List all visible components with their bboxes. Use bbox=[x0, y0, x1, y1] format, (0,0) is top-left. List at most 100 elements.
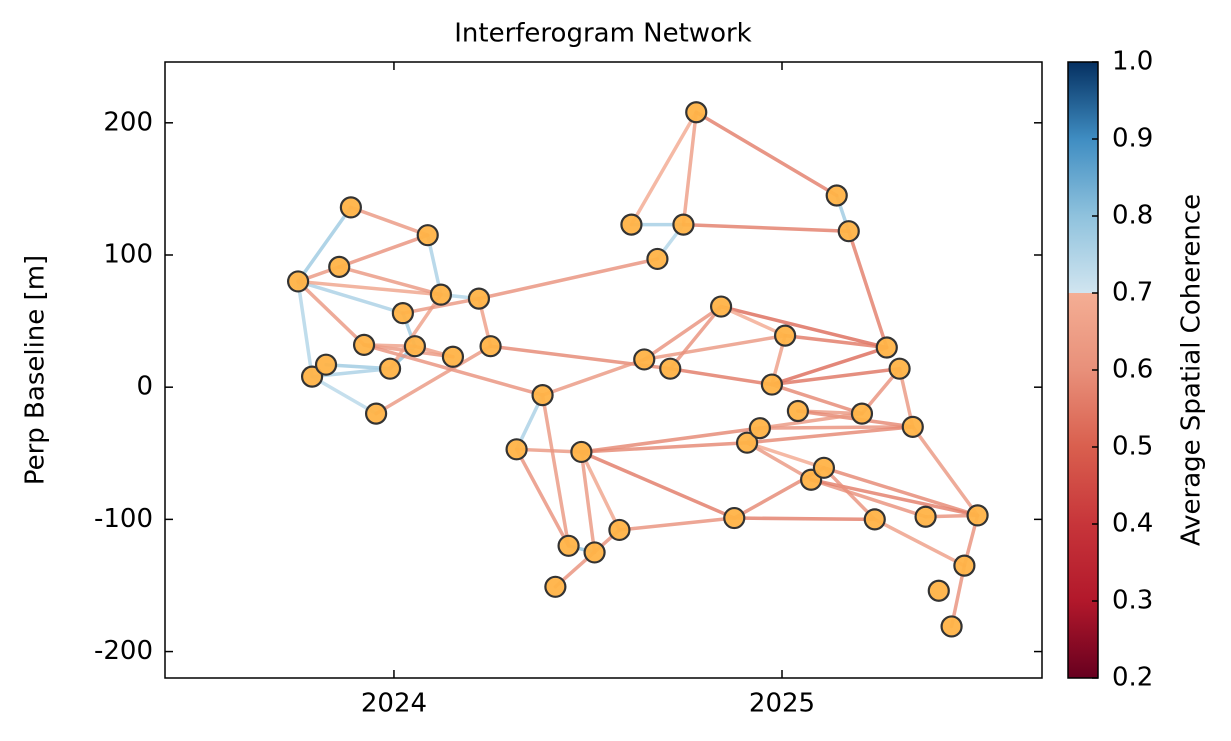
node bbox=[583, 541, 606, 564]
edge bbox=[770, 345, 889, 387]
edge bbox=[719, 304, 787, 338]
edge bbox=[374, 344, 493, 416]
edge bbox=[514, 447, 571, 548]
edge bbox=[758, 425, 915, 430]
edge bbox=[719, 304, 889, 350]
node bbox=[429, 283, 453, 306]
edge bbox=[349, 205, 430, 237]
edge bbox=[642, 333, 787, 362]
edge bbox=[745, 425, 915, 445]
node bbox=[365, 402, 388, 425]
edge bbox=[745, 440, 826, 470]
edge bbox=[540, 357, 646, 397]
node bbox=[786, 399, 810, 423]
node bbox=[812, 456, 836, 479]
edge bbox=[579, 450, 597, 555]
colorbar-tick-label: 0.7 bbox=[1112, 278, 1153, 308]
edge bbox=[310, 374, 378, 416]
node bbox=[659, 357, 682, 380]
node bbox=[328, 255, 351, 278]
colorbar-tick-label: 0.4 bbox=[1112, 509, 1153, 539]
node bbox=[863, 508, 886, 531]
edge bbox=[668, 304, 723, 371]
node bbox=[403, 335, 427, 358]
edge bbox=[846, 229, 889, 350]
colorbar-tick-label: 0.2 bbox=[1112, 663, 1153, 693]
edge bbox=[540, 393, 571, 548]
node bbox=[339, 196, 362, 219]
node bbox=[953, 554, 976, 577]
colorbar-tick-label: 0.3 bbox=[1112, 586, 1153, 616]
edge bbox=[872, 517, 967, 568]
plot-frame bbox=[164, 61, 1043, 679]
chart-title: Interferogram Network bbox=[454, 19, 751, 49]
node bbox=[352, 333, 376, 356]
node bbox=[774, 324, 797, 347]
edge bbox=[745, 440, 813, 482]
y-tick-label: 100 bbox=[103, 239, 153, 269]
node bbox=[608, 518, 631, 542]
node bbox=[850, 402, 874, 425]
y-tick-label: 0 bbox=[136, 372, 153, 402]
node bbox=[620, 213, 643, 236]
edge bbox=[642, 304, 723, 362]
node bbox=[901, 415, 924, 438]
edge bbox=[758, 411, 864, 430]
node bbox=[416, 224, 439, 247]
edge bbox=[401, 296, 481, 315]
edge bbox=[337, 233, 430, 269]
edge bbox=[668, 366, 774, 387]
edge bbox=[579, 450, 737, 520]
node bbox=[735, 431, 759, 454]
edge bbox=[694, 110, 839, 198]
node bbox=[914, 505, 937, 528]
colorbar-tick-label: 1.0 bbox=[1112, 47, 1153, 77]
y-tick-label: -100 bbox=[94, 504, 153, 534]
x-tick-label: 2025 bbox=[749, 689, 815, 719]
edge bbox=[296, 279, 405, 315]
edge bbox=[629, 110, 698, 227]
y-tick-label: 200 bbox=[103, 107, 153, 137]
edge bbox=[822, 466, 877, 522]
x-tick-label: 2024 bbox=[361, 689, 427, 719]
node bbox=[672, 213, 695, 236]
edge bbox=[617, 516, 737, 532]
node bbox=[378, 357, 402, 380]
colorbar-label: Average Spatial Coherence bbox=[1177, 194, 1207, 546]
node bbox=[825, 184, 848, 207]
node bbox=[875, 336, 898, 359]
edge bbox=[296, 205, 353, 284]
node bbox=[467, 287, 491, 310]
edge bbox=[783, 333, 889, 350]
node bbox=[966, 504, 989, 527]
node bbox=[300, 365, 324, 388]
edge bbox=[809, 477, 980, 518]
edge bbox=[296, 279, 366, 347]
node bbox=[685, 101, 708, 124]
node bbox=[391, 302, 414, 325]
edge bbox=[477, 257, 660, 301]
node bbox=[837, 220, 860, 243]
edge bbox=[337, 265, 443, 297]
y-tick-label: -200 bbox=[94, 636, 153, 666]
node bbox=[570, 440, 593, 464]
colorbar-tick-label: 0.5 bbox=[1112, 432, 1153, 462]
edge bbox=[579, 426, 762, 454]
edge bbox=[911, 425, 980, 518]
edge bbox=[809, 477, 928, 519]
node bbox=[760, 373, 784, 396]
edge bbox=[296, 279, 314, 379]
node bbox=[633, 348, 656, 371]
edge bbox=[770, 366, 902, 387]
edge bbox=[681, 222, 851, 233]
colorbar-tick-label: 0.9 bbox=[1112, 124, 1153, 154]
edge bbox=[732, 516, 877, 522]
node bbox=[940, 615, 963, 638]
edge bbox=[579, 440, 749, 454]
node bbox=[287, 270, 310, 293]
y-axis-label: Perp Baseline [m] bbox=[21, 255, 51, 485]
edges bbox=[296, 110, 980, 629]
node bbox=[557, 534, 580, 557]
colorbar-tick-label: 0.8 bbox=[1112, 201, 1153, 231]
